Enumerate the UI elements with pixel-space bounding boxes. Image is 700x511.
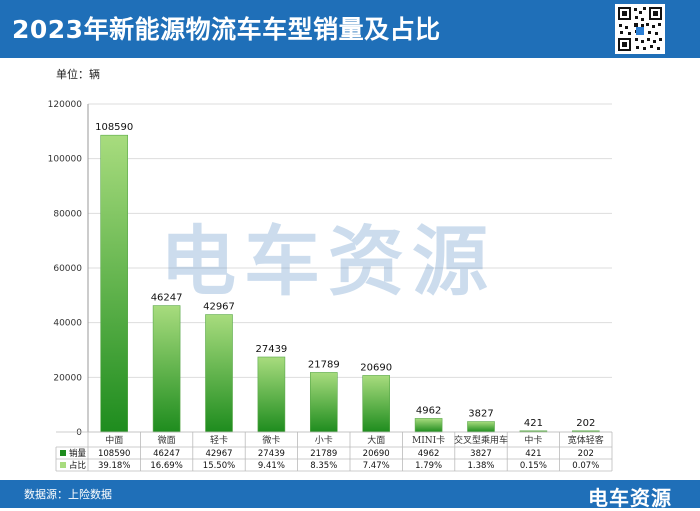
table-cell-sales: 202 (578, 449, 594, 459)
x-category-label: 微面 (158, 434, 176, 446)
footer-logo: 电车资源 (588, 486, 672, 510)
bar-value-label: 3827 (468, 409, 493, 420)
bar-value-label: 20690 (360, 362, 392, 373)
x-category-label: 大面 (367, 434, 385, 446)
row-header: 占比 (69, 460, 86, 471)
table-cell-sales: 21789 (310, 449, 337, 459)
bar-value-label: 4962 (416, 405, 441, 416)
y-tick-label: 40000 (53, 319, 82, 329)
table-cell-share: 39.18% (98, 461, 130, 471)
title-bar: 2023年新能源物流车车型销量及占比 (0, 0, 700, 58)
table-cell-share: 9.41% (258, 461, 285, 471)
table-cell-sales: 20690 (363, 449, 390, 459)
table-cell-sales: 3827 (470, 449, 492, 459)
table-cell-sales: 421 (525, 449, 541, 459)
table-cell-share: 7.47% (363, 461, 390, 471)
x-category-label: 交叉型乘用车 (454, 434, 508, 446)
x-category-label: 轻卡 (210, 434, 228, 446)
x-category-label: 微卡 (262, 434, 280, 446)
y-tick-label: 60000 (53, 264, 82, 274)
table-cell-share: 8.35% (310, 461, 337, 471)
bar (362, 375, 391, 433)
bar-value-label: 202 (576, 418, 595, 429)
bar (467, 421, 495, 433)
bar-value-label: 421 (524, 418, 543, 429)
table-cell-sales: 46247 (153, 449, 180, 459)
bar-value-label: 21789 (308, 359, 340, 370)
bar (205, 314, 233, 433)
x-category-label: MINI卡 (412, 434, 445, 446)
x-category-label: 小卡 (315, 434, 333, 446)
bar-value-label: 46247 (151, 293, 183, 304)
bar-value-label: 27439 (255, 344, 287, 355)
table-cell-sales: 27439 (258, 449, 285, 459)
table-cell-share: 0.07% (572, 461, 599, 471)
row-header: 销量 (69, 448, 87, 459)
footer-bar: 数据源：上险数据 电车资源 (0, 480, 700, 510)
table-cell-share: 1.38% (467, 461, 494, 471)
table-cell-sales: 42967 (205, 449, 232, 459)
table-cell-sales: 108590 (98, 449, 130, 459)
y-tick-label: 100000 (48, 155, 83, 165)
bar-chart: 0 20000 40000 60000 80000 100000 120000 108590 4… (48, 100, 613, 472)
table-cell-share: 16.69% (150, 461, 182, 471)
y-tick-label: 120000 (48, 100, 83, 110)
bar-value-label: 108590 (95, 122, 133, 133)
y-tick-label: 80000 (53, 209, 82, 219)
x-category-label: 宽体轻客 (568, 434, 604, 446)
bar (152, 305, 181, 433)
qr-code-icon (615, 4, 665, 54)
page-title: 2023年新能源物流车车型销量及占比 (12, 15, 441, 44)
bar (414, 418, 443, 433)
y-tick-label: 0 (76, 428, 82, 438)
bar (100, 134, 128, 433)
unit-label: 单位：辆 (56, 68, 100, 81)
bar (309, 372, 338, 433)
legend-swatch (60, 462, 66, 468)
y-tick-label: 20000 (53, 373, 82, 383)
bar-value-label: 42967 (203, 302, 235, 313)
bar (257, 356, 286, 433)
table-cell-share: 1.79% (415, 461, 442, 471)
x-category-label: 中卡 (524, 434, 542, 446)
x-category-label: 中面 (105, 434, 123, 446)
legend-swatch (60, 450, 66, 456)
data-source: 数据源：上险数据 (24, 488, 112, 501)
table-cell-share: 15.50% (203, 461, 235, 471)
table-cell-share: 0.15% (520, 461, 547, 471)
table-cell-sales: 4962 (418, 449, 440, 459)
